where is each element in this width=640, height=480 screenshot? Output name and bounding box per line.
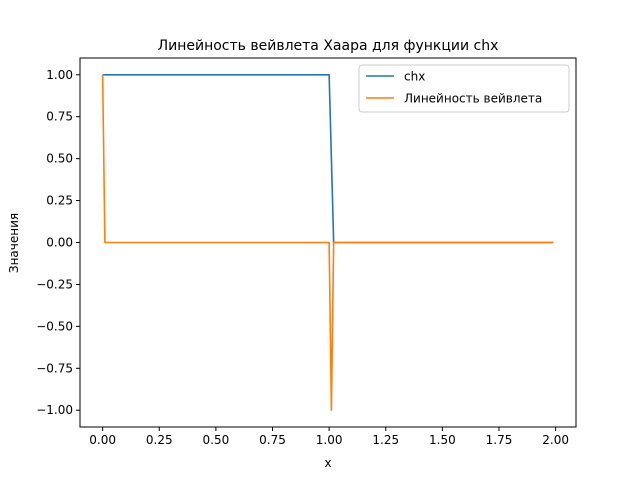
- x-tick-label: 0.25: [146, 433, 173, 447]
- y-tick-label: 0.50: [46, 152, 73, 166]
- y-tick-label: −1.00: [36, 403, 73, 417]
- x-tick-label: 1.75: [486, 433, 513, 447]
- x-tick-label: 1.00: [316, 433, 343, 447]
- x-tick-label: 1.50: [429, 433, 456, 447]
- y-axis-label: Значения: [7, 213, 21, 273]
- y-tick-label: 0.00: [46, 236, 73, 250]
- x-axis-label: x: [324, 456, 331, 470]
- y-tick-label: 1.00: [46, 68, 73, 82]
- chart-title: Линейность вейвлета Хаара для функции ch…: [158, 38, 499, 54]
- x-tick-label: 0.00: [89, 433, 116, 447]
- y-axis-ticks: −1.00 −0.75 −0.50 −0.25 0.00 0.25 0.50 0.75 1.00: [36, 68, 80, 417]
- y-tick-label: −0.25: [36, 277, 73, 291]
- x-tick-label: 0.50: [203, 433, 230, 447]
- legend-label-chx: chx: [404, 70, 425, 84]
- series-line-wavelet-linearity: [101, 74, 554, 412]
- y-tick-label: −0.50: [36, 319, 73, 333]
- x-tick-label: 1.25: [372, 433, 399, 447]
- y-tick-label: 0.75: [46, 110, 73, 124]
- legend: chx Линейность вейвлета: [358, 64, 570, 113]
- x-axis-ticks: 0.00 0.25 0.50 0.75 1.00 1.25 1.50 1.75 2.00: [89, 427, 569, 447]
- plot-lines: [101, 73, 554, 412]
- x-tick-label: 0.75: [259, 433, 286, 447]
- legend-label-wavelet-linearity: Линейность вейвлета: [404, 92, 542, 106]
- y-tick-label: 0.25: [46, 194, 73, 208]
- legend-box: [358, 64, 570, 113]
- x-tick-label: 2.00: [542, 433, 569, 447]
- y-tick-label: −0.75: [36, 361, 73, 375]
